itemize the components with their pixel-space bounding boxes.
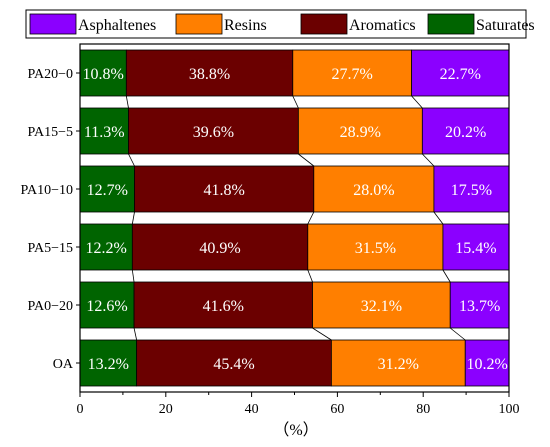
connector-line <box>128 153 135 167</box>
data-label-pa20-0-asphaltenes: 22.7% <box>440 66 481 83</box>
data-label-pa15-5-aromatics: 39.6% <box>193 124 234 141</box>
axes: PA20−0 PA15−5 PA10−10 PA5−15 PA0−20 OA 0 20 40 60… <box>20 43 520 417</box>
data-label-oa-asphaltenes: 10.2% <box>466 356 507 373</box>
bar-pa5-15-saturates <box>79 223 133 271</box>
data-label-oa-aromatics: 45.4% <box>213 356 254 373</box>
connector-line <box>442 269 451 283</box>
data-labels: 10.8% 38.8% 27.7% 22.7% 11.3% 39.6% 28.9% 20.2%… <box>83 66 508 373</box>
legend-label-asphaltenes: Asphaltenes <box>78 17 156 34</box>
data-label-pa0-20-aromatics: 41.6% <box>203 298 244 315</box>
bar-pa15-5-resins <box>297 107 423 155</box>
connector-line <box>411 95 423 109</box>
connector-line <box>307 211 315 225</box>
bar-pa20-0-asphaltenes <box>411 49 510 97</box>
data-label-pa0-20-saturates: 12.6% <box>86 298 127 315</box>
legend-label-saturates: Saturates <box>476 17 535 34</box>
data-label-pa15-5-asphaltenes: 20.2% <box>445 124 486 141</box>
data-label-oa-resins: 31.2% <box>378 356 419 373</box>
bar-pa10-10-saturates <box>79 165 135 213</box>
x-tick-label-60: 60 <box>330 402 344 417</box>
x-tick-label-80: 80 <box>416 402 430 417</box>
data-label-oa-saturates: 13.2% <box>88 356 129 373</box>
bar-pa15-5-asphaltenes <box>421 107 510 155</box>
connector-line <box>133 327 138 341</box>
bar-pa20-0-aromatics <box>125 49 294 97</box>
connector-line <box>298 153 315 167</box>
legend-label-resins: Resins <box>224 17 267 34</box>
data-label-pa5-15-saturates: 12.2% <box>86 240 127 257</box>
bar-pa10-10-asphaltenes <box>433 165 510 213</box>
x-tick-label-20: 20 <box>159 402 173 417</box>
data-label-pa10-10-asphaltenes: 17.5% <box>451 182 492 199</box>
legend-label-aromatics: Aromatics <box>349 17 416 34</box>
data-label-pa20-0-saturates: 10.8% <box>83 66 124 83</box>
data-label-pa0-20-asphaltenes: 13.7% <box>459 298 500 315</box>
data-label-pa5-15-resins: 31.5% <box>355 240 396 257</box>
connector-line <box>422 153 435 167</box>
bar-oa-saturates <box>79 339 138 387</box>
data-label-pa20-0-resins: 27.7% <box>332 66 373 83</box>
connector-line <box>449 327 466 341</box>
bar-oa-asphaltenes <box>464 339 510 387</box>
x-tick-label-40: 40 <box>245 402 259 417</box>
data-label-pa5-15-asphaltenes: 15.4% <box>455 240 496 257</box>
y-tick-label-pa10-10: PA10−10 <box>20 183 73 198</box>
bar-oa-aromatics <box>136 339 332 387</box>
data-label-pa10-10-aromatics: 41.8% <box>203 182 244 199</box>
bar-pa20-0-resins <box>292 49 413 97</box>
data-label-pa10-10-saturates: 12.7% <box>87 182 128 199</box>
legend-swatch-aromatics <box>300 13 348 35</box>
connector-line <box>312 327 332 341</box>
data-label-pa10-10-resins: 28.0% <box>353 182 394 199</box>
bar-pa0-20-aromatics <box>133 281 313 329</box>
connector-line <box>131 269 135 283</box>
connector-lines <box>125 95 466 341</box>
legend: Asphaltenes Resins Aromatics Saturates <box>25 9 535 39</box>
legend-swatch-saturates <box>427 13 475 35</box>
bar-pa0-20-resins <box>312 281 451 329</box>
bar-pa5-15-resins <box>307 223 444 271</box>
data-label-pa15-5-saturates: 11.3% <box>84 124 125 141</box>
data-label-pa0-20-resins: 32.1% <box>361 298 402 315</box>
connector-line <box>131 211 135 225</box>
data-label-pa5-15-aromatics: 40.9% <box>199 240 240 257</box>
bars-group <box>79 49 510 387</box>
y-tick-label-pa5-15: PA5−15 <box>27 241 73 256</box>
legend-swatch-asphaltenes <box>29 13 77 35</box>
bar-pa5-15-asphaltenes <box>442 223 510 271</box>
y-tick-label-pa20-0: PA20−0 <box>27 67 73 82</box>
y-tick-label-oa: OA <box>53 357 74 372</box>
connector-line <box>307 269 313 283</box>
data-label-pa15-5-resins: 28.9% <box>340 124 381 141</box>
bar-pa15-5-aromatics <box>128 107 299 155</box>
bar-pa0-20-asphaltenes <box>449 281 510 329</box>
x-tick-label-100: 100 <box>499 402 520 417</box>
y-tick-label-pa15-5: PA15−5 <box>27 125 73 140</box>
connector-line <box>433 211 444 225</box>
y-tick-label-pa0-20: PA0−20 <box>27 299 73 314</box>
connector-line <box>125 95 129 109</box>
legend-swatch-resins <box>175 13 223 35</box>
bar-pa10-10-resins <box>313 165 435 213</box>
x-tick-label-0: 0 <box>77 402 84 417</box>
bar-pa20-0-saturates <box>79 49 127 97</box>
x-axis-title: （%） <box>273 421 318 439</box>
bar-pa5-15-aromatics <box>131 223 309 271</box>
data-label-pa20-0-aromatics: 38.8% <box>189 66 230 83</box>
connector-line <box>292 95 299 109</box>
